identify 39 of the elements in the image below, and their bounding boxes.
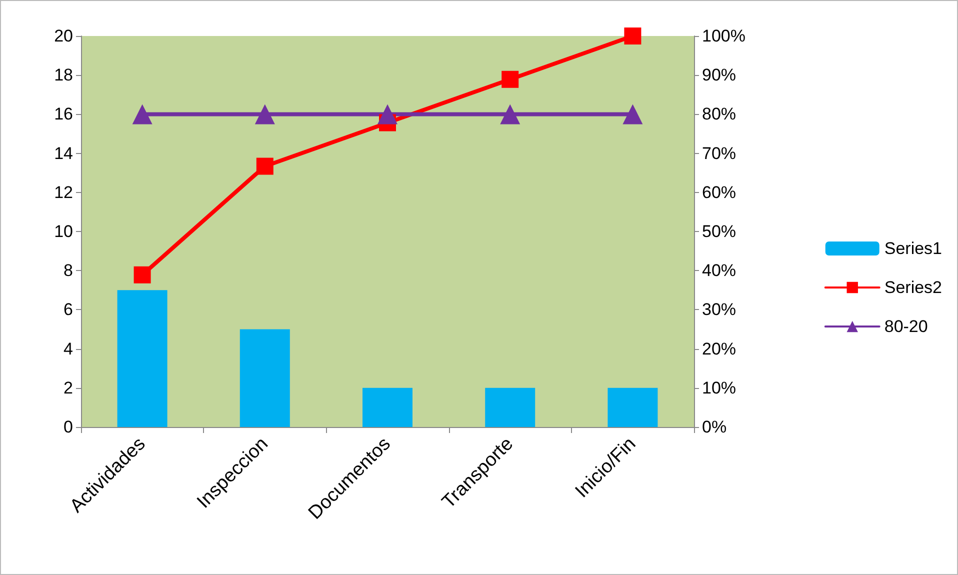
y-tick-label: 20 [54,26,73,46]
legend-label: 80-20 [884,317,928,336]
y-tick-label: 8 [64,261,73,280]
y2-tick-label: 40% [702,261,736,280]
point [256,158,274,175]
legend-label: Series2 [884,278,942,297]
y2-tick-label: 70% [702,144,736,163]
y2-tick-label: 60% [702,182,736,202]
y2-tick-label: 50% [702,222,736,241]
bar [362,388,412,427]
y2-tick-label: 100% [702,26,746,46]
bar [117,290,168,427]
y-tick-label: 14 [54,144,73,163]
y-tick-label: 4 [64,339,73,358]
bar [485,388,536,427]
y2-tick-label: 20% [702,339,736,358]
y2-tick-label: 90% [702,66,736,85]
point [378,104,398,124]
y2-tick-label: 0% [702,418,727,436]
y2-tick-label: 30% [702,300,736,320]
y-tick-label: 6 [64,300,73,320]
bar [608,388,658,427]
point [132,104,152,124]
y-tick-label: 12 [54,182,73,202]
point [254,104,275,124]
y-tick-label: 10 [54,222,73,241]
legend-label: Series1 [884,239,942,258]
y-tick-label: 18 [54,66,73,85]
y-tick-label: 2 [64,378,73,398]
point [134,266,151,284]
point [502,70,519,88]
y-tick-label: 0 [64,418,73,436]
point [622,104,643,124]
point [500,104,520,124]
y-tick-label: 16 [54,104,73,124]
bar [240,329,290,427]
y2-tick-label: 10% [702,378,736,398]
point [624,28,642,44]
y2-tick-label: 80% [702,104,736,124]
